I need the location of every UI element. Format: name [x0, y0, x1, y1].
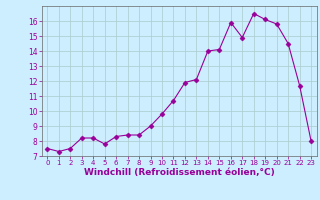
X-axis label: Windchill (Refroidissement éolien,°C): Windchill (Refroidissement éolien,°C)	[84, 168, 275, 177]
